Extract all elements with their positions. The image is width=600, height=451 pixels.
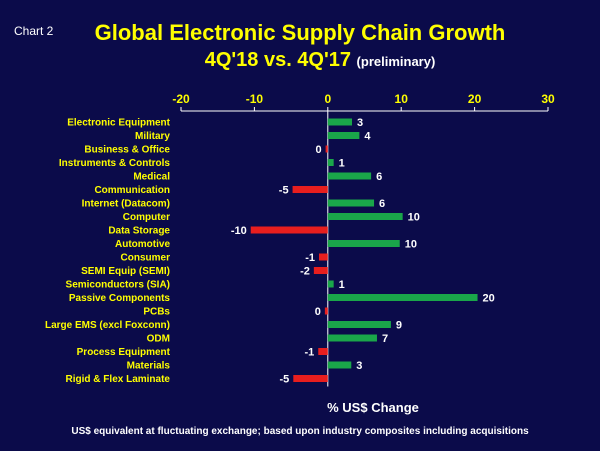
bar	[250, 226, 328, 234]
preliminary-note: (preliminary)	[356, 54, 436, 69]
bar	[318, 253, 328, 261]
value-label: -1	[304, 347, 314, 359]
bar	[327, 199, 375, 207]
value-label: 0	[315, 306, 321, 318]
bar	[327, 294, 478, 301]
category-label: Business & Office	[84, 145, 170, 156]
bar	[293, 375, 328, 382]
value-label: 6	[376, 171, 382, 183]
bar	[327, 118, 353, 126]
bar	[313, 267, 328, 274]
value-label: 20	[483, 293, 495, 305]
x-tick-label: 20	[468, 92, 482, 106]
bar	[292, 186, 328, 193]
x-axis-title: % US$ Change	[327, 400, 419, 415]
value-label: 10	[405, 239, 417, 251]
category-label: SEMI Equip (SEMI)	[81, 266, 170, 277]
bar	[327, 361, 352, 369]
category-label: Semiconductors (SIA)	[66, 280, 170, 291]
value-label: 1	[339, 158, 345, 170]
bar	[327, 321, 391, 328]
value-label: 7	[382, 333, 388, 345]
bar	[327, 334, 377, 342]
category-label: PCBs	[143, 307, 170, 318]
value-label: 0	[315, 144, 321, 156]
value-label: -5	[279, 185, 289, 197]
bar	[327, 159, 334, 166]
value-label: 9	[396, 320, 402, 332]
x-tick-label: -20	[172, 92, 190, 106]
value-label: 3	[357, 117, 363, 129]
category-label: Large EMS (excl Foxconn)	[45, 320, 170, 331]
bar	[327, 213, 403, 220]
value-label: -5	[280, 374, 290, 386]
value-label: 6	[379, 198, 385, 210]
category-label: Data Storage	[108, 226, 170, 237]
category-label: ODM	[147, 334, 170, 345]
footnote: US$ equivalent at fluctuating exchange; …	[71, 426, 529, 437]
bar	[327, 132, 360, 139]
category-label: Automotive	[115, 239, 170, 250]
value-label: 4	[364, 131, 371, 143]
chart-title: Global Electronic Supply Chain Growth	[94, 20, 506, 45]
chart-subtitle: 4Q'18 vs. 4Q'17 (preliminary)	[0, 48, 600, 74]
bar	[325, 145, 328, 153]
category-label: Materials	[127, 361, 171, 372]
value-label: 1	[339, 279, 345, 291]
x-tick-label: 10	[395, 92, 409, 106]
value-label: 10	[408, 212, 420, 224]
x-tick-label: 30	[541, 92, 555, 106]
x-tick-label: 0	[324, 92, 331, 106]
value-label: -2	[300, 266, 310, 278]
bar	[324, 307, 328, 315]
category-label: Instruments & Controls	[59, 158, 171, 169]
category-label: Consumer	[121, 253, 171, 264]
value-label: -1	[305, 252, 315, 264]
value-label: 3	[356, 360, 362, 372]
category-label: Internet (Datacom)	[82, 199, 170, 210]
category-label: Communication	[94, 185, 170, 196]
chart-number-label: Chart 2	[14, 24, 54, 38]
value-label: -10	[231, 225, 247, 237]
bar	[327, 280, 334, 288]
category-label: Medical	[133, 172, 170, 183]
category-label: Rigid & Flex Laminate	[66, 374, 171, 385]
category-label: Computer	[123, 212, 170, 223]
category-label: Process Equipment	[77, 347, 171, 358]
bar	[327, 240, 400, 247]
bar	[318, 348, 328, 355]
category-label: Electronic Equipment	[67, 118, 170, 129]
bar	[327, 172, 372, 180]
category-label: Military	[135, 131, 170, 142]
chart-period: 4Q'18 vs. 4Q'17	[204, 49, 351, 71]
x-tick-label: -10	[246, 92, 264, 106]
category-label: Passive Components	[69, 293, 171, 304]
